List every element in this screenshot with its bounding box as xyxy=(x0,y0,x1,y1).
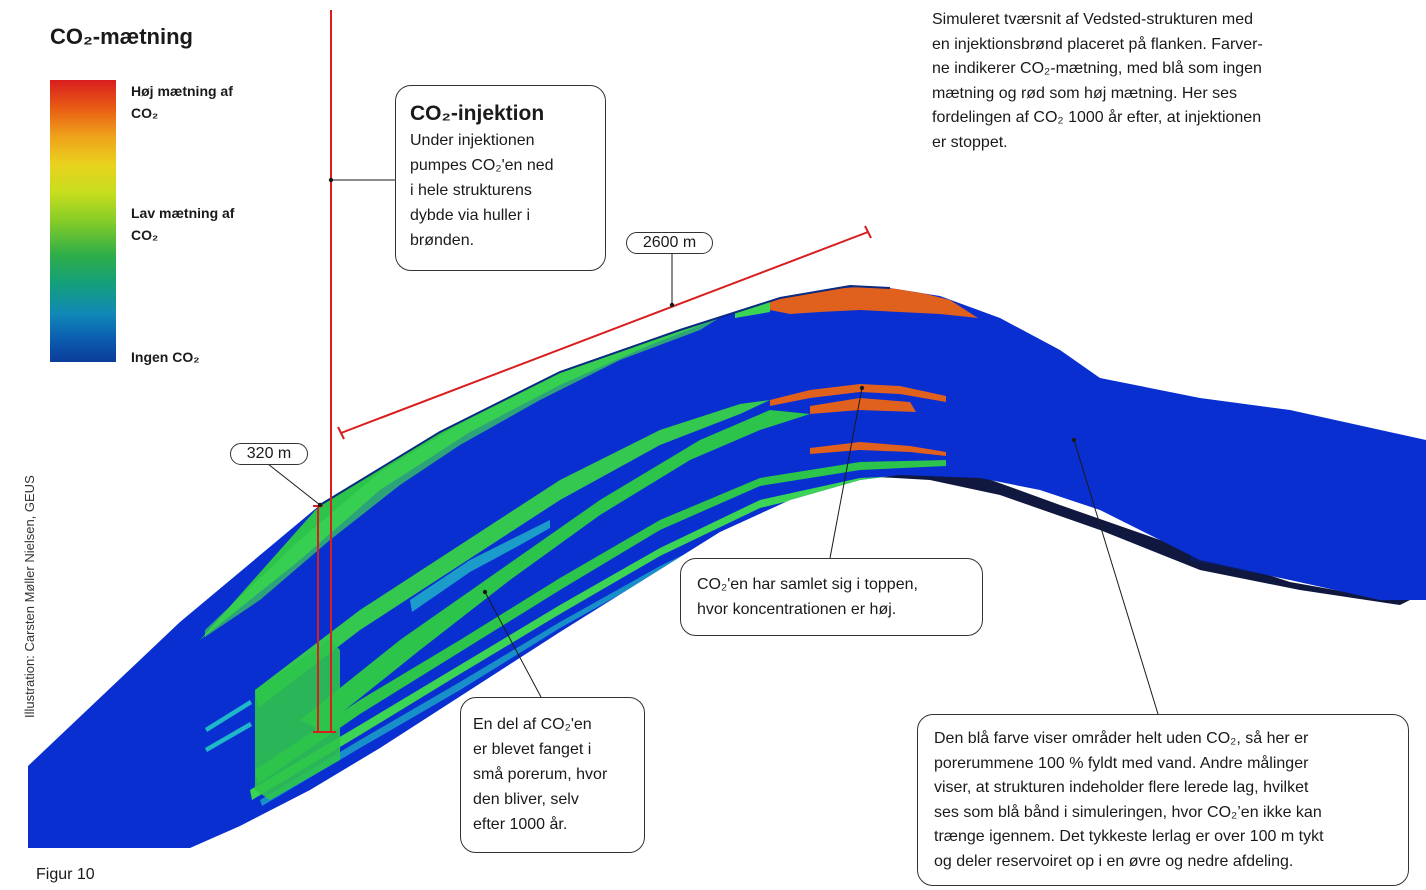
top-co2-callout: CO₂'en har samlet sig i toppen, hvor kon… xyxy=(680,558,983,636)
description-line: Simuleret tværsnit af Vedsted-strukturen… xyxy=(932,11,1254,28)
structure-top-surface xyxy=(319,284,891,506)
legend-color-bar xyxy=(50,80,116,362)
illustration-credit: Illustration: Carsten Møller Nielsen, GE… xyxy=(22,475,37,718)
injection-callout: CO₂-injektion Under injektionen pumpes C… xyxy=(395,85,606,271)
length-measure-line xyxy=(340,231,869,434)
description-line: mætning og rød som høj mætning. Her ses xyxy=(932,84,1237,102)
dot-trapped xyxy=(482,589,488,595)
callout-line: CO₂'en har samlet sig i toppen, xyxy=(697,576,918,593)
middle-co2-band-green xyxy=(300,410,810,730)
callout-line: dybde via huller i xyxy=(410,207,531,224)
legend-title: CO₂-mætning xyxy=(50,24,193,49)
dot-blue xyxy=(1071,437,1077,443)
callout-line: ses som blå bånd i simuleringen, hvor CO… xyxy=(934,803,1322,821)
legend-none-label: Ingen CO₂ xyxy=(131,349,200,365)
callout-line: efter 1000 år. xyxy=(473,816,568,833)
injection-callout-title: CO₂-injektion xyxy=(410,102,545,125)
left-streak-1 xyxy=(205,700,252,732)
length-measure-cap-right xyxy=(864,225,872,239)
blue-area-callout: Den blå farve viser områder helt uden CO… xyxy=(917,714,1409,886)
callout-line: hvor koncentrationen er høj. xyxy=(697,601,897,618)
dot-injection xyxy=(328,177,334,183)
lower-co2-band-red xyxy=(810,442,946,456)
top-co2-cap-edge xyxy=(735,302,770,318)
middle-co2-band-red-2 xyxy=(810,398,916,414)
callout-line: Under injektionen xyxy=(410,132,535,149)
cyan-streak xyxy=(410,520,550,612)
description-line: en injektionsbrønd placeret på flanken. … xyxy=(932,35,1263,53)
callout-line: Den blå farve viser områder helt uden CO… xyxy=(934,730,1309,747)
middle-co2-band-red xyxy=(770,384,946,406)
callout-line: brønden. xyxy=(410,232,475,249)
leader-top xyxy=(829,387,863,559)
description-line: er stoppet. xyxy=(932,133,1008,151)
callout-line: er blevet fanget i xyxy=(473,741,592,758)
figure-description: Simuleret tværsnit af Vedsted-strukturen… xyxy=(932,8,1362,155)
base-shadow xyxy=(860,472,1410,605)
callout-line: i hele strukturens xyxy=(410,182,532,199)
dot-2600 xyxy=(669,302,675,308)
left-streak-2 xyxy=(205,722,252,752)
legend-low-label: Lav mætning af CO₂ xyxy=(131,205,235,243)
callout-line: viser, at strukturen indeholder flere le… xyxy=(934,779,1309,796)
trapped-co2-callout: En del af CO₂'en er blevet fanget i små … xyxy=(460,697,645,853)
leader-lines xyxy=(267,179,1159,715)
dot-top xyxy=(859,385,865,391)
callout-line: pumpes CO₂'en ned xyxy=(410,157,554,174)
figure-label: Figur 10 xyxy=(36,866,95,883)
leader-blue xyxy=(1073,439,1159,715)
dot-320 xyxy=(317,502,323,508)
depth-label: 320 m xyxy=(230,443,308,465)
callout-line: den bliver, selv xyxy=(473,791,579,808)
callout-line: små porerum, hvor xyxy=(473,766,608,783)
callout-line: trænge igennem. Det tykkeste lerlag er o… xyxy=(934,828,1324,845)
leader-320 xyxy=(267,463,321,506)
callout-line: En del af CO₂'en xyxy=(473,716,592,733)
legend-high-label: Høj mætning af CO₂ xyxy=(131,83,233,121)
top-co2-cap xyxy=(770,286,978,318)
length-measure-cap-left xyxy=(337,426,345,440)
description-line: ne indikerer CO₂-mætning, med blå som in… xyxy=(932,60,1262,77)
description-line: fordelingen af CO₂ 1000 år efter, at inj… xyxy=(932,109,1262,126)
leader-trapped xyxy=(484,591,542,698)
leader-dots xyxy=(317,177,1077,595)
callout-line: og deler reservoiret op i en øvre og ned… xyxy=(934,852,1294,870)
length-label: 2600 m xyxy=(626,232,713,254)
callout-line: porerummene 100 % fyldt med vand. Andre … xyxy=(934,754,1309,772)
